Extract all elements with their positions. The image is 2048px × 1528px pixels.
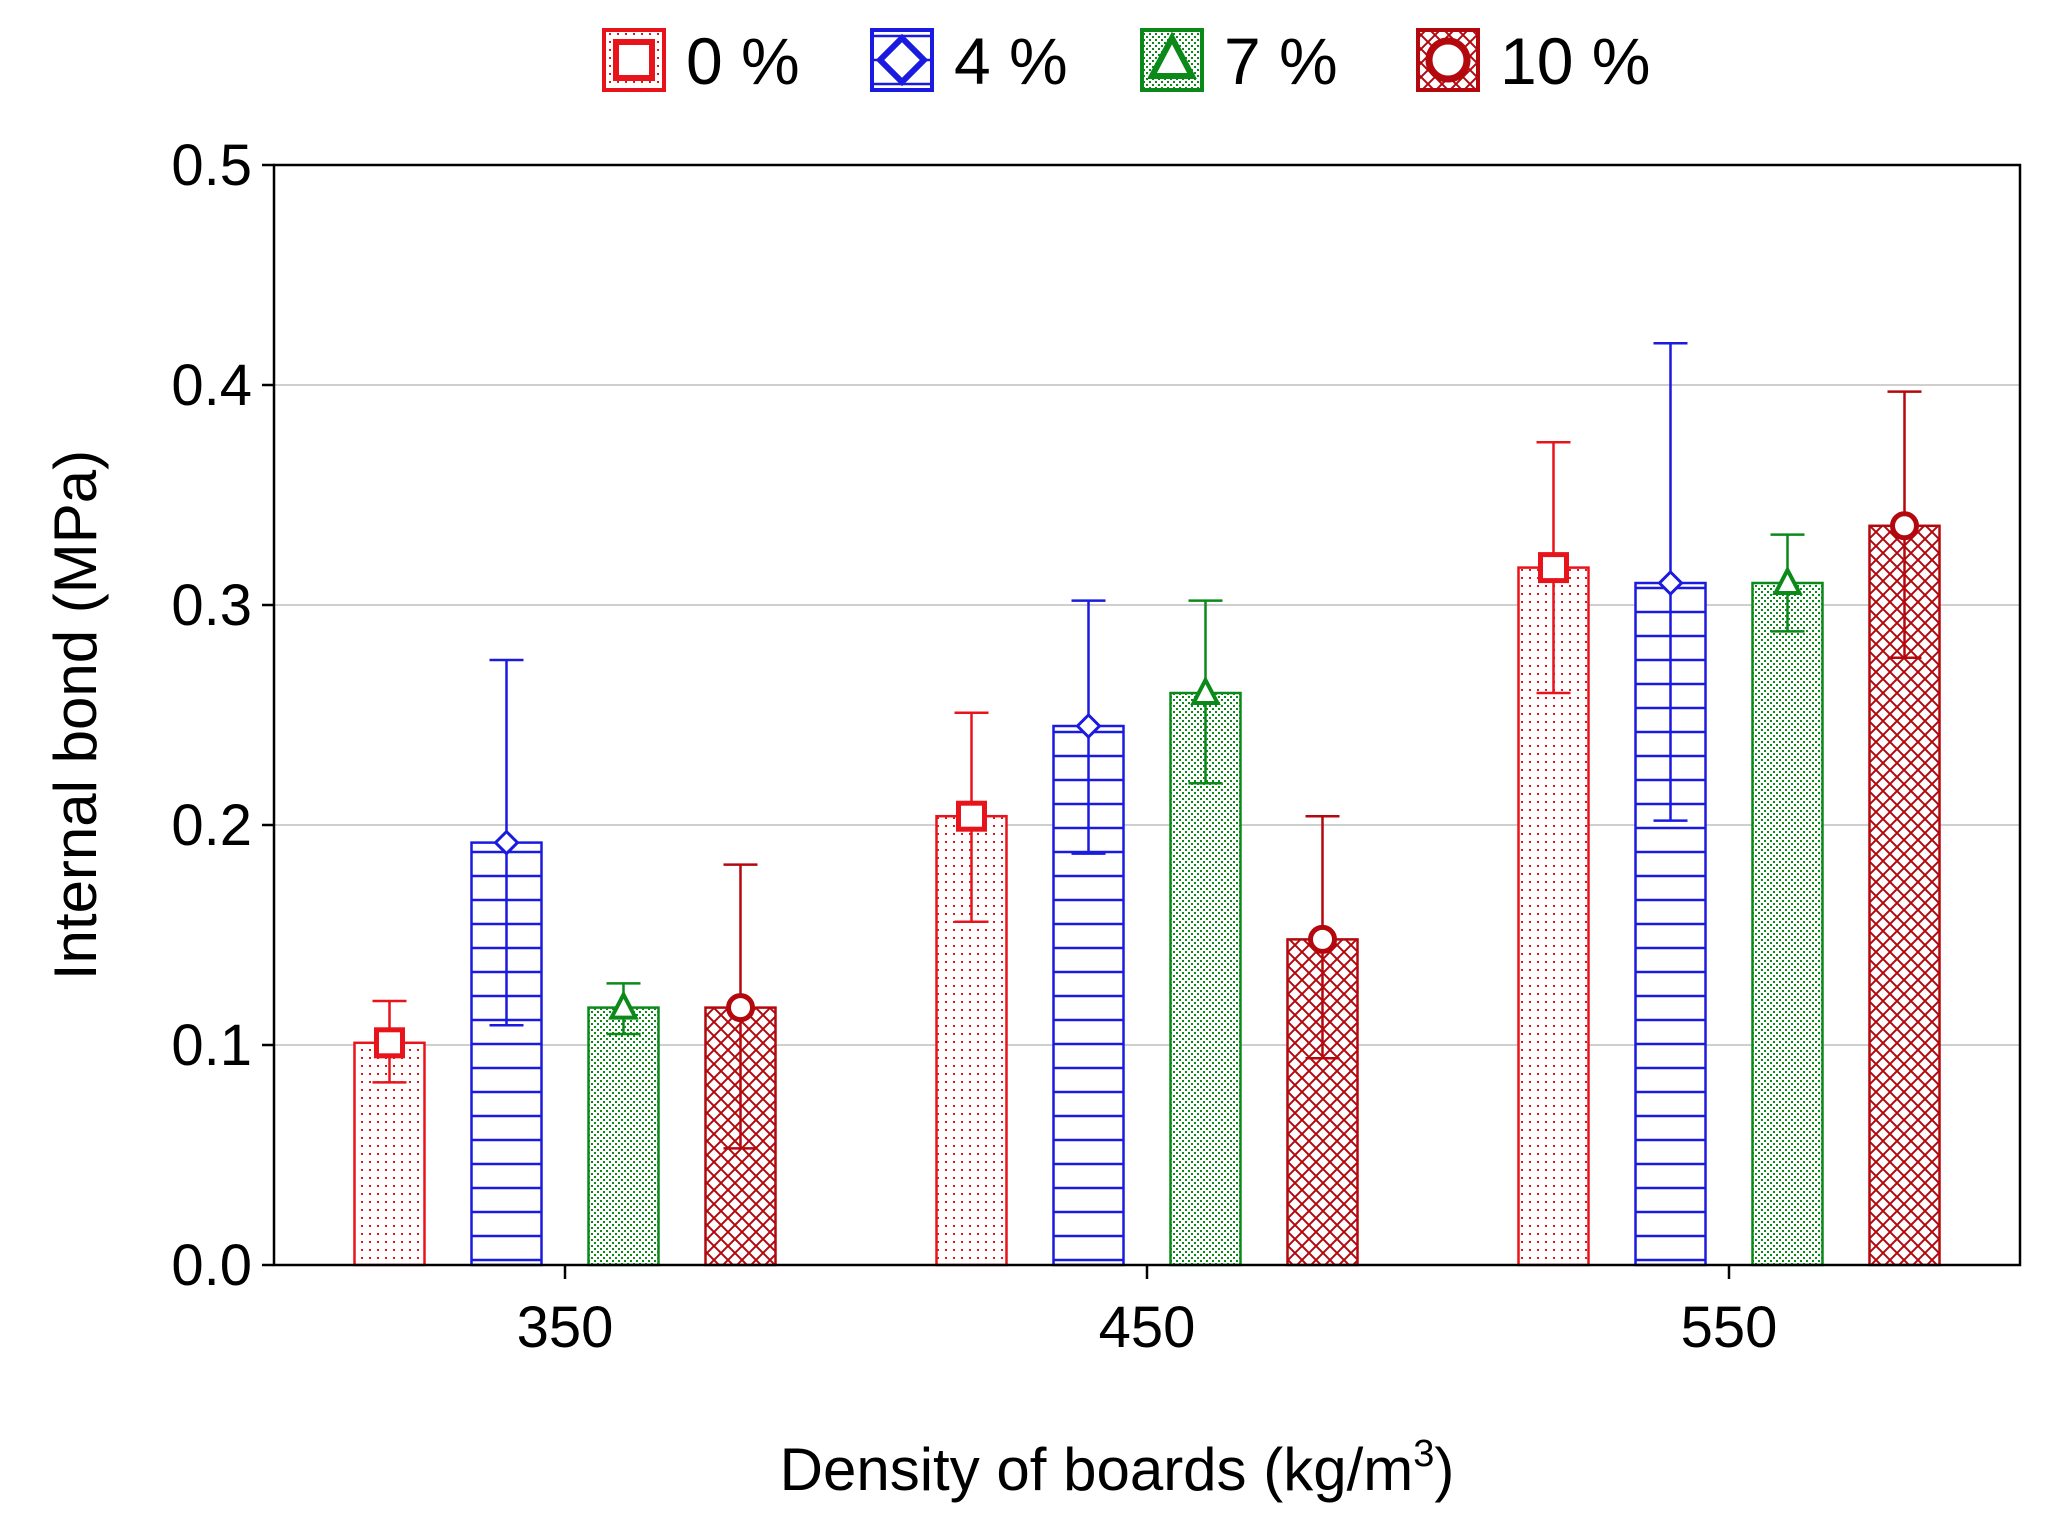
x-axis: 350 450 550 xyxy=(517,1265,1778,1360)
legend-marker-circle xyxy=(1425,37,1471,83)
x-axis-title-main: Density of boards (kg/m xyxy=(780,1436,1414,1503)
marker-triangle xyxy=(1190,675,1221,705)
legend-label: 4 % xyxy=(954,24,1068,98)
x-tick-label-450: 450 xyxy=(1099,1295,1196,1360)
legend: 0 % 4 % 7 % 10 % xyxy=(602,24,1650,98)
marker-square xyxy=(374,1027,405,1059)
y-tick-label: 0.1 xyxy=(171,1013,252,1078)
y-axis: 0.0 0.1 0.2 0.3 0.4 0.5 xyxy=(171,133,274,1298)
legend-marker-square xyxy=(613,39,655,81)
legend-label: 0 % xyxy=(686,24,800,98)
marker-triangle xyxy=(608,990,639,1020)
legend-marker-triangle xyxy=(1147,31,1197,79)
y-axis-title: Internal bond (MPa) xyxy=(42,450,109,980)
marker-triangle xyxy=(1772,565,1803,595)
marker-square xyxy=(956,800,987,832)
legend-marker-diamond xyxy=(875,33,929,87)
legend-label: 10 % xyxy=(1500,24,1650,98)
legend-item-4pct: 4 % xyxy=(870,24,1068,98)
grid-lines xyxy=(274,384,2020,1046)
marker-diamond xyxy=(493,829,520,856)
marker-circle xyxy=(1308,924,1337,954)
y-tick-label: 0.5 xyxy=(171,133,252,198)
marker-square xyxy=(1538,552,1569,584)
x-tick-label-350: 350 xyxy=(517,1295,614,1360)
legend-label: 7 % xyxy=(1224,24,1338,98)
marker-circle xyxy=(726,993,755,1023)
series-10pct xyxy=(704,390,1941,1267)
marker-circle xyxy=(1890,511,1919,541)
bar-450-4 xyxy=(1052,724,1125,1267)
y-tick-label: 0.0 xyxy=(171,1233,252,1298)
bar-550-7 xyxy=(1751,581,1824,1267)
bars xyxy=(353,341,1941,1267)
marker-diamond xyxy=(1075,712,1102,740)
x-axis-title-superscript: 3 xyxy=(1413,1433,1434,1475)
marker-diamond xyxy=(1657,569,1684,597)
y-tick-label: 0.4 xyxy=(171,353,252,418)
bar-450-7 xyxy=(1169,691,1242,1267)
bar-350-7 xyxy=(587,1006,660,1267)
x-axis-title: Density of boards (kg/m3) xyxy=(780,1433,1455,1503)
x-tick-label-550: 550 xyxy=(1681,1295,1778,1360)
legend-item-0pct: 0 % xyxy=(602,24,800,98)
legend-item-7pct: 7 % xyxy=(1140,24,1338,98)
y-tick-label: 0.3 xyxy=(171,573,252,638)
x-axis-title-suffix: ) xyxy=(1434,1436,1454,1503)
legend-item-10pct: 10 % xyxy=(1416,24,1650,98)
series-4pct xyxy=(470,341,1707,1267)
y-tick-label: 0.2 xyxy=(171,793,252,858)
series-0pct xyxy=(353,440,1590,1267)
series-7pct xyxy=(587,533,1824,1267)
